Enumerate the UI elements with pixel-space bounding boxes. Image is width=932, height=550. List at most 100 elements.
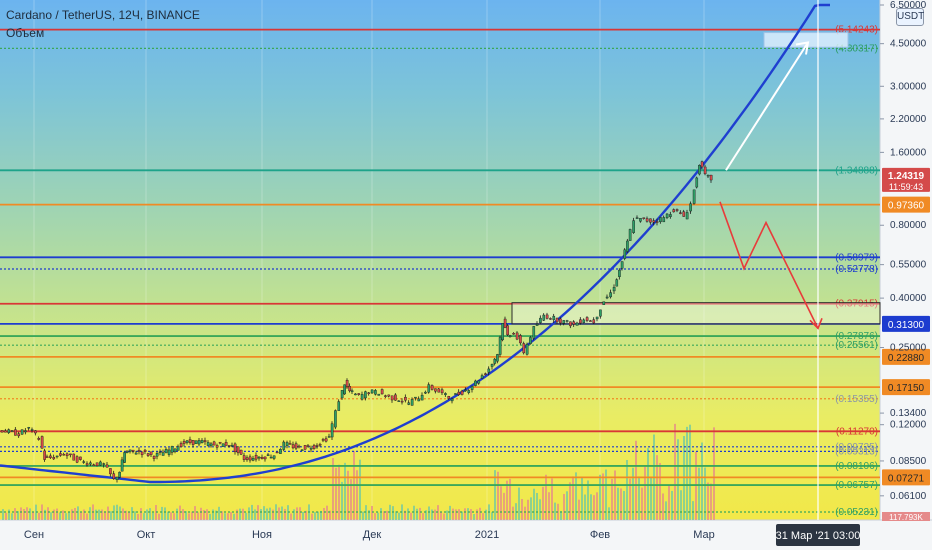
volume-bar [335, 467, 337, 520]
volume-bar [563, 493, 565, 520]
volume-bar [524, 506, 526, 520]
volume-bar [392, 506, 394, 520]
consolidation-range-box[interactable] [511, 302, 881, 325]
volume-bar [533, 488, 535, 520]
volume-bar [326, 505, 328, 520]
volume-bar [437, 505, 439, 520]
candle-body [218, 441, 222, 444]
price-axis-panel[interactable] [880, 0, 932, 520]
volume-bar [236, 509, 238, 520]
volume-bar [239, 508, 241, 520]
candle-body [309, 447, 313, 450]
volume-bar [350, 479, 352, 520]
volume-bar [95, 509, 97, 520]
candle-body [340, 390, 344, 399]
candle-body [535, 324, 539, 326]
volume-indicator-label[interactable]: Объем [6, 26, 45, 40]
symbol-title[interactable]: Cardano / TetherUS, 12Ч, BINANCE [6, 8, 200, 22]
volume-bar [686, 426, 688, 520]
volume-bar [506, 480, 508, 520]
volume-bar [431, 509, 433, 520]
volume-bar [137, 513, 139, 520]
candle-body [82, 461, 86, 463]
candle-body [27, 427, 31, 429]
volume-bar [704, 467, 706, 520]
candle-body [164, 449, 168, 454]
volume-bar [428, 506, 430, 520]
volume-bar [128, 511, 130, 520]
volume-bar [200, 507, 202, 520]
candle-body [542, 314, 546, 321]
candle-body [343, 384, 346, 395]
candle-body [420, 394, 424, 401]
candle-body [146, 453, 150, 456]
candle-body [212, 441, 216, 446]
volume-bar [545, 474, 547, 520]
volume-bar [692, 501, 694, 520]
volume-bar [11, 513, 13, 520]
volume-bar [671, 490, 673, 520]
price-axis-label: 0.40000 [890, 293, 927, 304]
volume-bar [158, 513, 160, 520]
candle-body [503, 318, 507, 328]
candle-body [109, 468, 112, 475]
candle-body [149, 451, 153, 455]
volume-bar [557, 503, 559, 520]
candle-body [695, 177, 699, 188]
candle-body [623, 249, 627, 259]
level-price-tag-text: 0.31300 [888, 320, 925, 331]
volume-bar [98, 509, 100, 520]
volume-bar [689, 424, 691, 520]
volume-bar [707, 482, 709, 520]
volume-bar [164, 507, 166, 520]
candle-body [424, 391, 427, 394]
level-label: (5.14243) [835, 25, 878, 36]
volume-value-text: 117.793K [889, 513, 923, 522]
candle-body [532, 326, 536, 339]
parabolic-curve[interactable] [0, 3, 830, 484]
volume-bar [530, 497, 532, 520]
candle-body [318, 444, 322, 446]
volume-bar [248, 507, 250, 520]
volume-bar [65, 513, 67, 520]
candle-body [62, 453, 66, 456]
time-axis-label: Мар [693, 529, 715, 541]
candle-body [450, 398, 454, 402]
candle-body [427, 384, 431, 393]
candle-body [30, 429, 34, 431]
volume-bar [332, 458, 334, 520]
volume-bar [593, 495, 595, 520]
volume-bar [188, 513, 190, 520]
horizontal-levels[interactable]: (5.14243) (4.30317) (1.34888) 0.97360 (0.589… [0, 25, 930, 518]
candle-body [0, 430, 4, 433]
volume-bar [293, 509, 295, 520]
candle-body [65, 453, 69, 457]
candle-body [384, 395, 387, 397]
candle-body [508, 335, 512, 337]
candle-body [254, 455, 258, 460]
volume-bar [629, 478, 631, 520]
volume-bar [599, 474, 601, 520]
currency-button[interactable]: USDT [896, 8, 924, 26]
volume-bar [197, 512, 199, 520]
forecast-down-arrow[interactable] [719, 201, 819, 329]
candle-body [387, 394, 391, 397]
volume-bar [329, 510, 331, 520]
candle-body [209, 443, 213, 447]
volume-bar [527, 499, 529, 520]
candle-body [397, 400, 401, 402]
volume-bar [611, 478, 613, 520]
candle-body [354, 393, 357, 396]
drawing-annotations[interactable] [0, 0, 881, 520]
volume-bar [290, 513, 292, 520]
candle-body [440, 389, 444, 394]
time-axis-label: Фев [590, 529, 610, 541]
candle-body [545, 314, 549, 319]
candle-body [592, 319, 596, 324]
forecast-up-arrow[interactable] [725, 41, 809, 171]
candle-body [454, 393, 457, 395]
volume-bar [185, 511, 187, 520]
candle-body [197, 440, 201, 445]
